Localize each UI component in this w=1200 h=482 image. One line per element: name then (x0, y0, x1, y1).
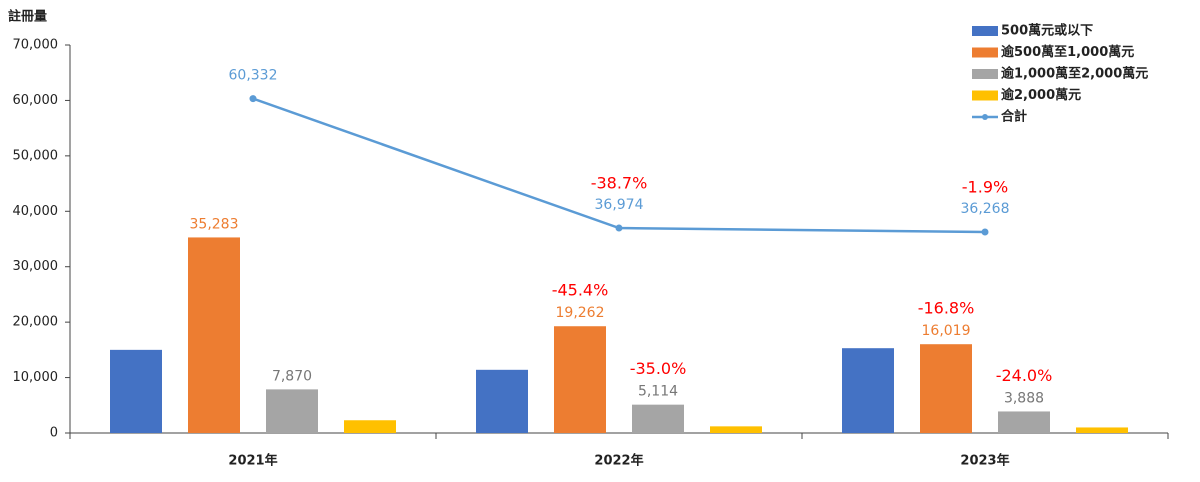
legend-label: 逾2,000萬元 (1001, 87, 1081, 103)
x-tick-label: 2023年 (960, 453, 1009, 469)
value-label: 60,332 (229, 68, 278, 84)
y-tick-label: 70,000 (13, 38, 59, 53)
value-label: 3,888 (1004, 390, 1044, 406)
bar (842, 348, 894, 433)
legend-label: 合計 (1001, 109, 1027, 125)
value-label: 16,019 (922, 323, 971, 339)
bar (188, 237, 240, 433)
bar (344, 420, 396, 433)
bar (998, 411, 1050, 433)
bar (1076, 427, 1128, 433)
bar (920, 344, 972, 433)
y-tick-label: 50,000 (13, 148, 59, 163)
value-label: 35,283 (190, 216, 239, 232)
line-point (981, 228, 989, 236)
legend-swatch (972, 26, 998, 36)
y-tick-label: 20,000 (13, 315, 59, 330)
change-label: -1.9% (962, 177, 1008, 196)
y-tick-label: 0 (50, 426, 58, 441)
bar (632, 404, 684, 433)
line-point (615, 224, 623, 232)
bar (554, 326, 606, 433)
bar (266, 389, 318, 433)
y-tick-label: 60,000 (13, 93, 59, 108)
legend-label: 500萬元或以下 (1001, 23, 1093, 39)
change-label: -24.0% (996, 366, 1053, 385)
legend-label: 逾1,000萬至2,000萬元 (1001, 66, 1148, 82)
y-axis-label: 註冊量 (8, 9, 47, 25)
value-label: 36,268 (961, 201, 1010, 217)
bar (476, 369, 528, 433)
legend-swatch (972, 90, 998, 101)
change-label: -45.4% (552, 281, 609, 300)
value-label: 19,262 (556, 305, 605, 321)
value-label: 7,870 (272, 368, 312, 384)
line-point (249, 95, 257, 103)
bar (710, 426, 762, 433)
change-label: -35.0% (630, 359, 687, 378)
legend-swatch (972, 47, 998, 58)
x-tick-label: 2022年 (594, 453, 643, 469)
legend-label: 逾500萬至1,000萬元 (1001, 44, 1134, 60)
value-label: 5,114 (638, 384, 678, 400)
value-label: 36,974 (595, 197, 644, 213)
change-label: -16.8% (918, 299, 975, 318)
legend-marker (982, 114, 988, 120)
change-label: -38.7% (591, 174, 648, 193)
y-tick-label: 30,000 (13, 259, 59, 274)
y-tick-label: 10,000 (13, 370, 59, 385)
legend-swatch (972, 69, 998, 79)
x-tick-label: 2021年 (228, 453, 277, 469)
y-tick-label: 40,000 (13, 204, 59, 219)
bar (110, 349, 162, 433)
